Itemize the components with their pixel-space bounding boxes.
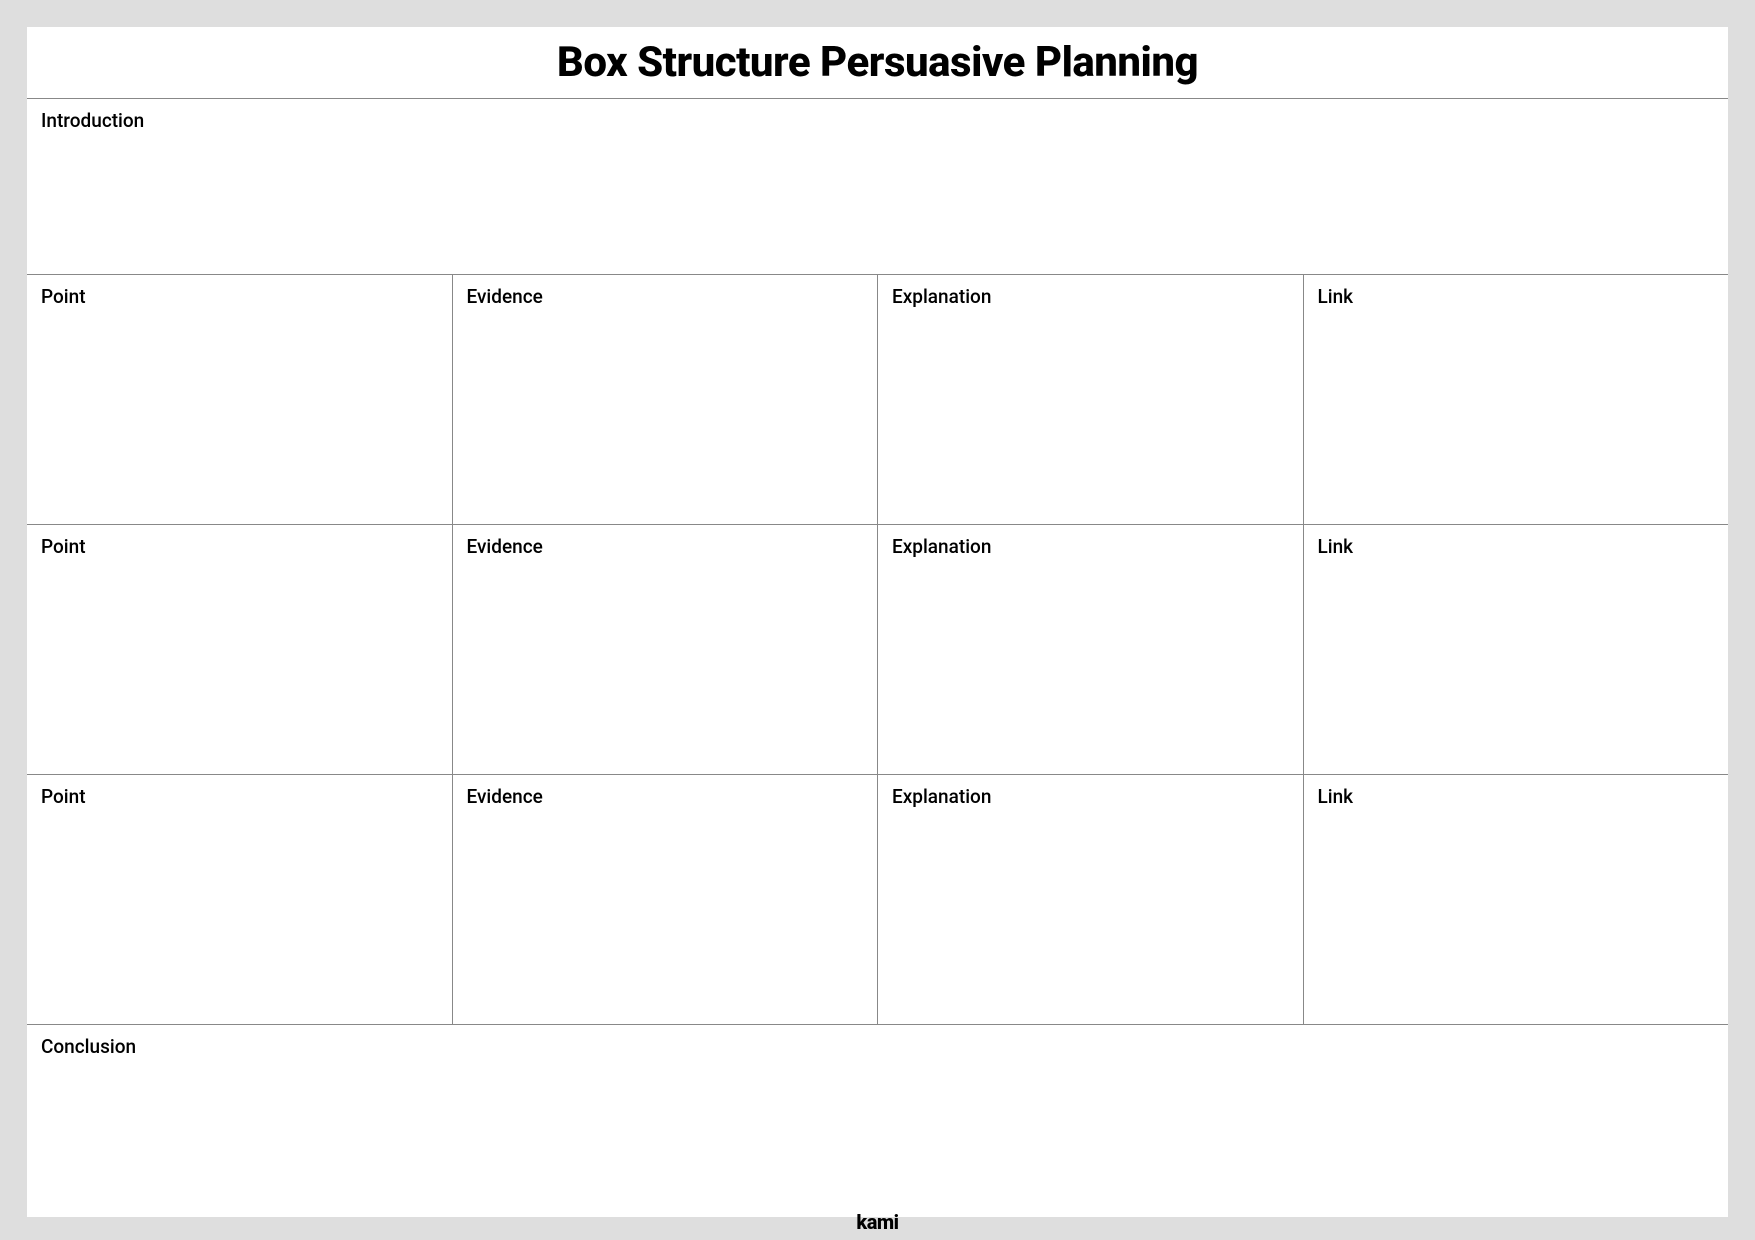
worksheet-page: Box Structure Persuasive Planning Introd… <box>27 27 1728 1217</box>
introduction-box[interactable]: Introduction <box>27 99 1728 275</box>
cell-label: Point <box>41 535 438 558</box>
page-title: Box Structure Persuasive Planning <box>27 38 1728 87</box>
brand-logo: kami <box>856 1210 898 1234</box>
conclusion-box[interactable]: Conclusion <box>27 1025 1728 1217</box>
cell-label: Evidence <box>467 535 864 558</box>
explanation-cell[interactable]: Explanation <box>878 775 1304 1024</box>
peel-row-1: Point Evidence Explanation Link <box>27 275 1728 525</box>
cell-label: Link <box>1318 785 1715 808</box>
cell-label: Point <box>41 785 438 808</box>
cell-label: Evidence <box>467 285 864 308</box>
title-section: Box Structure Persuasive Planning <box>27 27 1728 99</box>
evidence-cell[interactable]: Evidence <box>453 775 879 1024</box>
link-cell[interactable]: Link <box>1304 275 1729 524</box>
point-cell[interactable]: Point <box>27 775 453 1024</box>
link-cell[interactable]: Link <box>1304 525 1729 774</box>
evidence-cell[interactable]: Evidence <box>453 525 879 774</box>
link-cell[interactable]: Link <box>1304 775 1729 1024</box>
explanation-cell[interactable]: Explanation <box>878 525 1304 774</box>
explanation-cell[interactable]: Explanation <box>878 275 1304 524</box>
conclusion-label: Conclusion <box>41 1035 1714 1058</box>
point-cell[interactable]: Point <box>27 275 453 524</box>
cell-label: Point <box>41 285 438 308</box>
cell-label: Explanation <box>892 535 1289 558</box>
cell-label: Link <box>1318 285 1715 308</box>
peel-row-3: Point Evidence Explanation Link <box>27 775 1728 1025</box>
cell-label: Explanation <box>892 785 1289 808</box>
point-cell[interactable]: Point <box>27 525 453 774</box>
introduction-label: Introduction <box>41 109 1714 132</box>
cell-label: Explanation <box>892 285 1289 308</box>
cell-label: Link <box>1318 535 1715 558</box>
cell-label: Evidence <box>467 785 864 808</box>
evidence-cell[interactable]: Evidence <box>453 275 879 524</box>
peel-row-2: Point Evidence Explanation Link <box>27 525 1728 775</box>
